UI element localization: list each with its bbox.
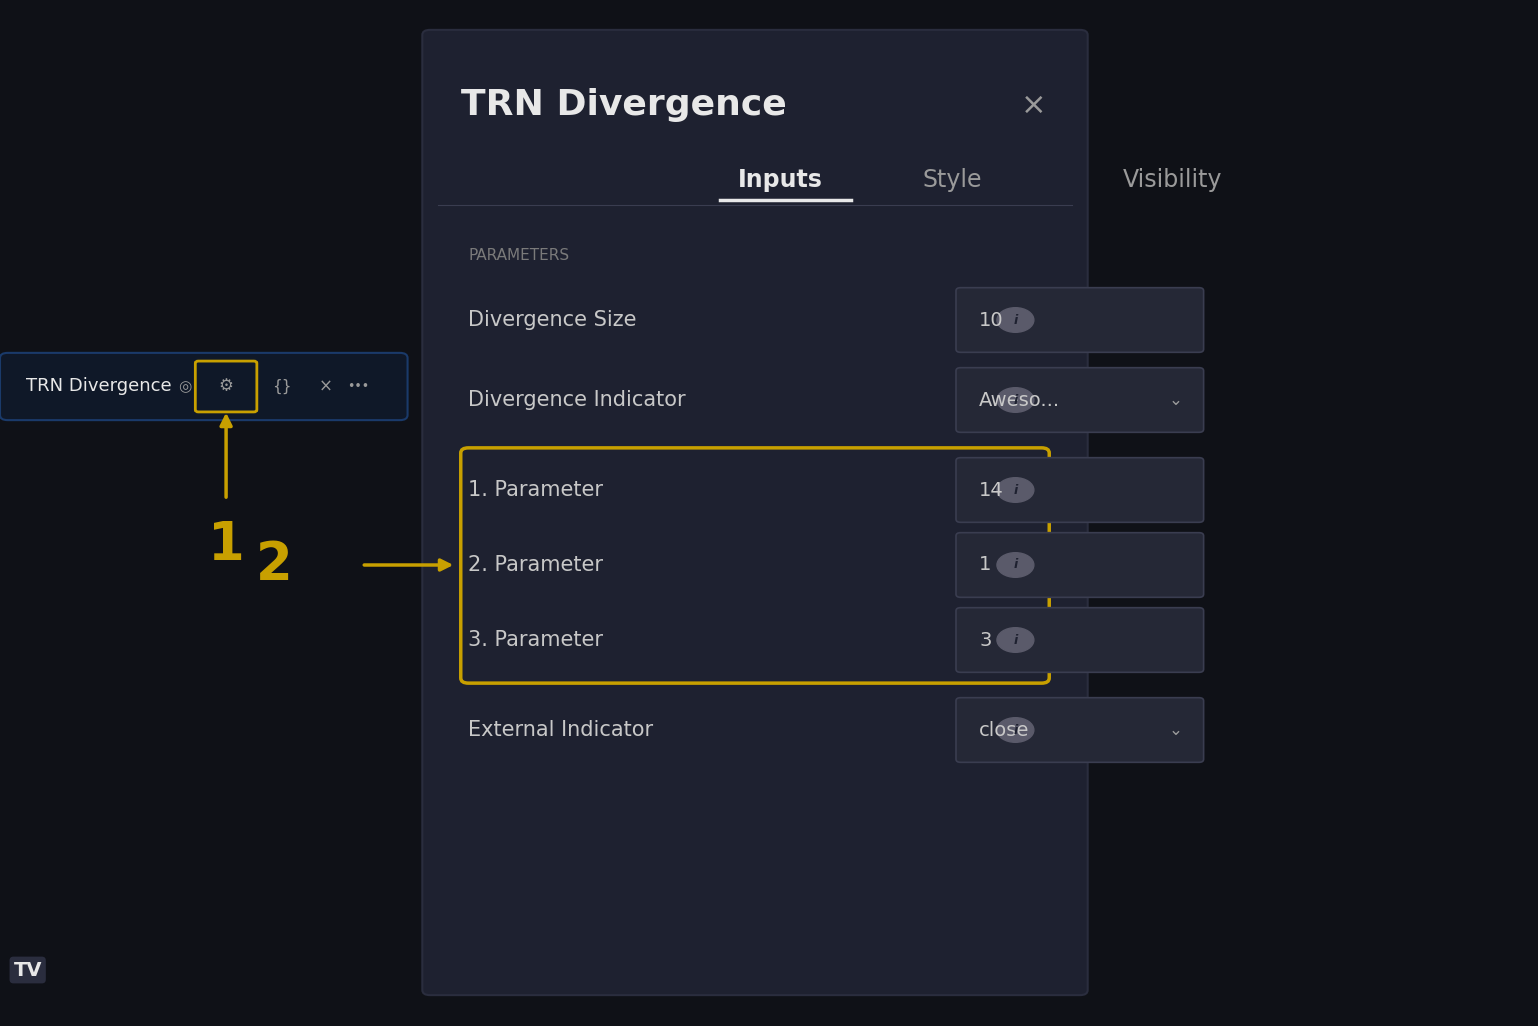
Text: TV: TV <box>14 960 42 980</box>
Text: Visibility: Visibility <box>1123 168 1223 192</box>
Text: TRN Divergence: TRN Divergence <box>26 378 172 395</box>
FancyBboxPatch shape <box>957 458 1204 522</box>
Text: Divergence Indicator: Divergence Indicator <box>469 390 686 410</box>
Text: Aweso...: Aweso... <box>980 391 1060 409</box>
Text: close: close <box>980 720 1029 740</box>
Circle shape <box>997 308 1034 332</box>
Text: 1: 1 <box>208 519 245 571</box>
Text: ◎: ◎ <box>178 379 191 394</box>
Text: {}: {} <box>272 379 291 394</box>
Text: 2: 2 <box>255 539 292 591</box>
FancyBboxPatch shape <box>957 607 1204 672</box>
Text: 1. Parameter: 1. Parameter <box>469 480 603 500</box>
Text: PARAMETERS: PARAMETERS <box>469 247 569 263</box>
Text: TRN Divergence: TRN Divergence <box>461 88 786 122</box>
FancyBboxPatch shape <box>423 30 1087 995</box>
Text: i: i <box>1014 314 1018 326</box>
Text: i: i <box>1014 633 1018 646</box>
Circle shape <box>997 553 1034 578</box>
Text: i: i <box>1014 558 1018 571</box>
Text: 14: 14 <box>980 480 1004 500</box>
FancyBboxPatch shape <box>957 367 1204 432</box>
Text: •••: ••• <box>348 380 369 393</box>
Text: ⌄: ⌄ <box>1169 391 1183 409</box>
Circle shape <box>997 628 1034 653</box>
FancyBboxPatch shape <box>0 353 408 420</box>
Circle shape <box>997 478 1034 503</box>
Text: 2. Parameter: 2. Parameter <box>469 555 603 575</box>
Circle shape <box>997 718 1034 743</box>
Text: Inputs: Inputs <box>738 168 823 192</box>
FancyBboxPatch shape <box>957 698 1204 762</box>
Text: 1: 1 <box>980 555 992 575</box>
Text: ⌄: ⌄ <box>1169 721 1183 739</box>
FancyBboxPatch shape <box>957 287 1204 352</box>
Text: i: i <box>1014 483 1018 497</box>
Text: 3. Parameter: 3. Parameter <box>469 630 603 650</box>
Text: ×: × <box>318 378 334 395</box>
Text: ⚙: ⚙ <box>218 378 234 395</box>
Text: i: i <box>1014 723 1018 737</box>
Text: 3: 3 <box>980 631 992 649</box>
Text: Style: Style <box>923 168 983 192</box>
Text: External Indicator: External Indicator <box>469 720 654 740</box>
Text: ×: × <box>1021 90 1047 119</box>
FancyBboxPatch shape <box>957 532 1204 597</box>
Text: i: i <box>1014 394 1018 406</box>
Text: 10: 10 <box>980 311 1004 329</box>
Circle shape <box>997 388 1034 412</box>
Text: Divergence Size: Divergence Size <box>469 310 637 330</box>
